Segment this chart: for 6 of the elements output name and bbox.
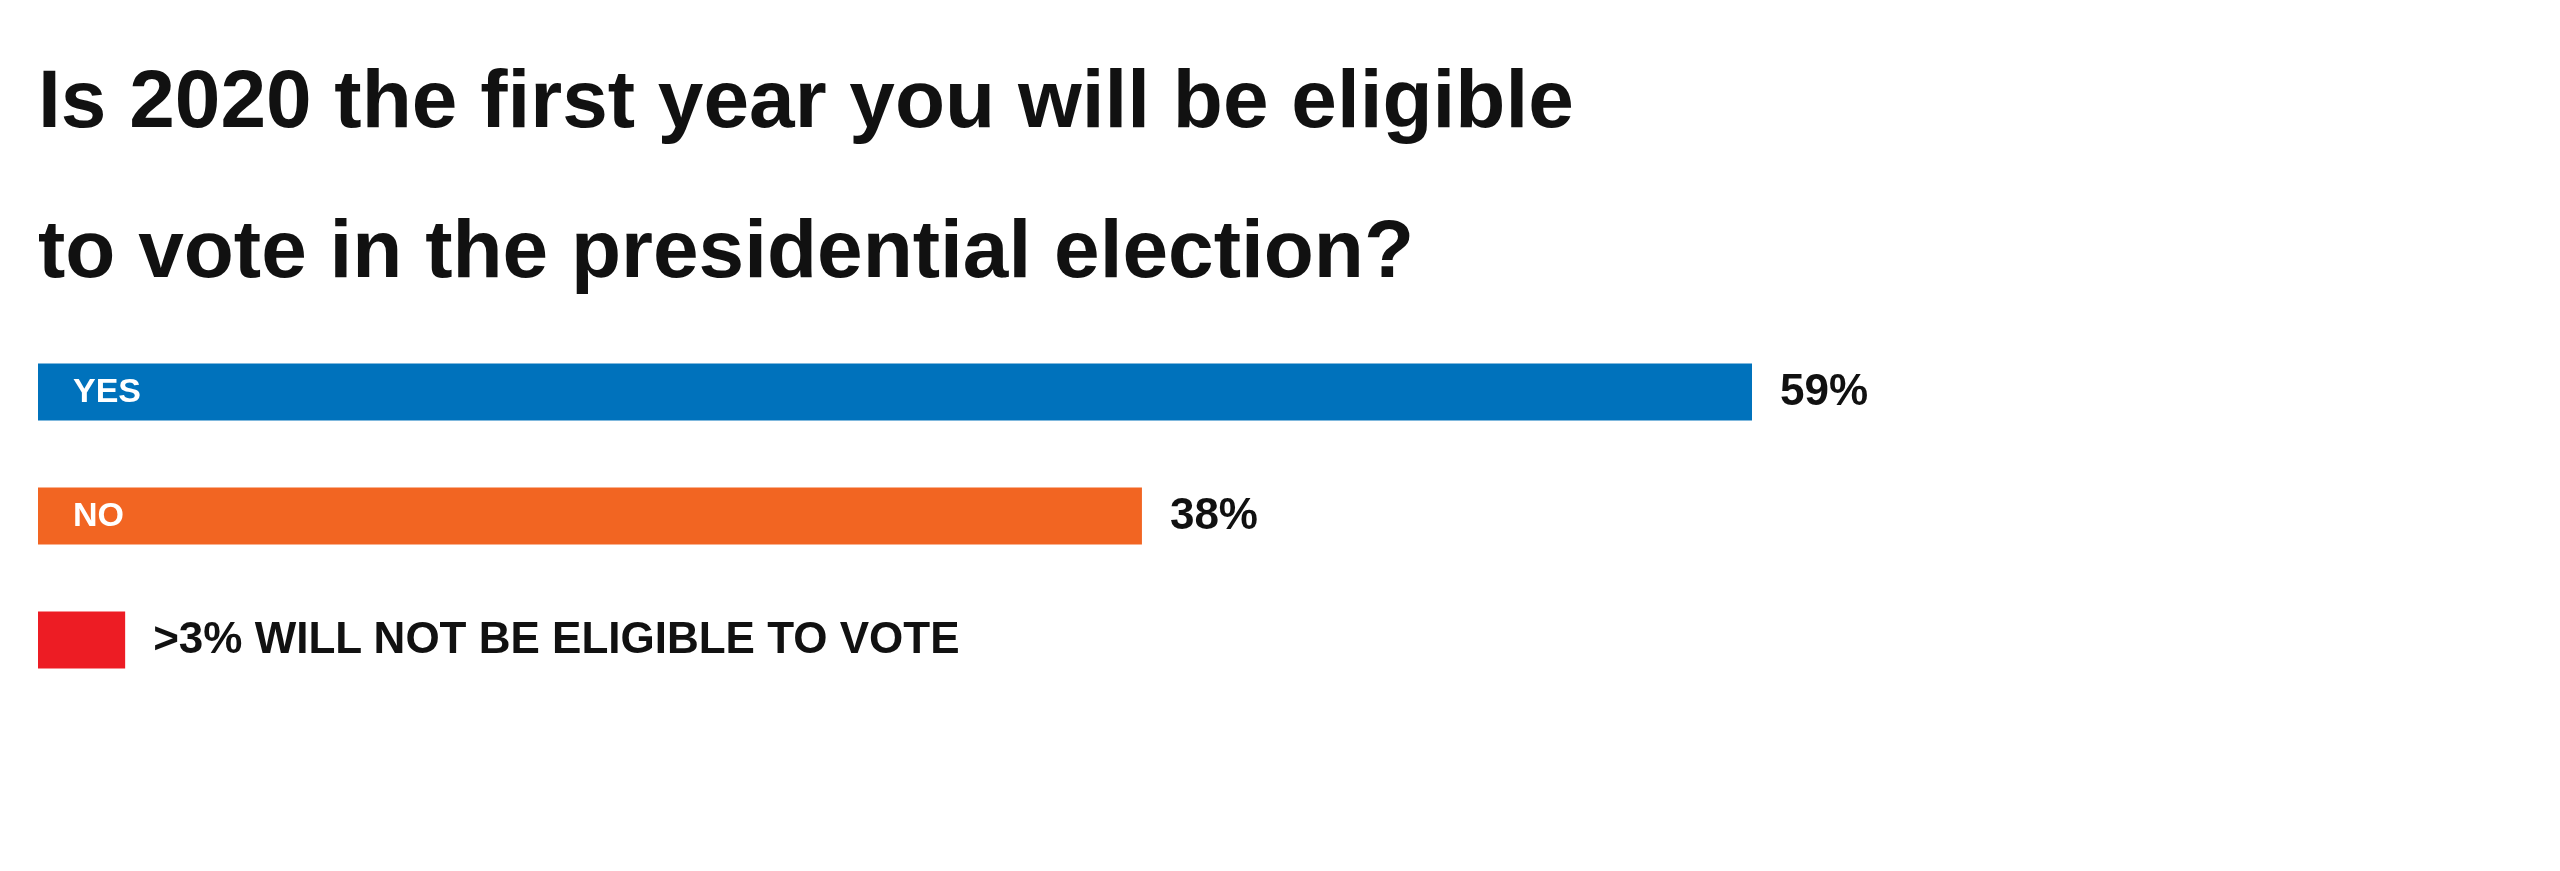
y-tick-label: YES [73,371,142,409]
y-tick-label: NO [73,495,124,533]
data-label: >3% WILL NOT BE ELIGIBLE TO VOTE [153,613,960,662]
data-label: 59% [1780,365,1869,414]
data-label: 38% [1169,489,1259,538]
chart-title: Is 2020 the first year you will be eligible to vote in the presidential election? [38,53,1574,294]
